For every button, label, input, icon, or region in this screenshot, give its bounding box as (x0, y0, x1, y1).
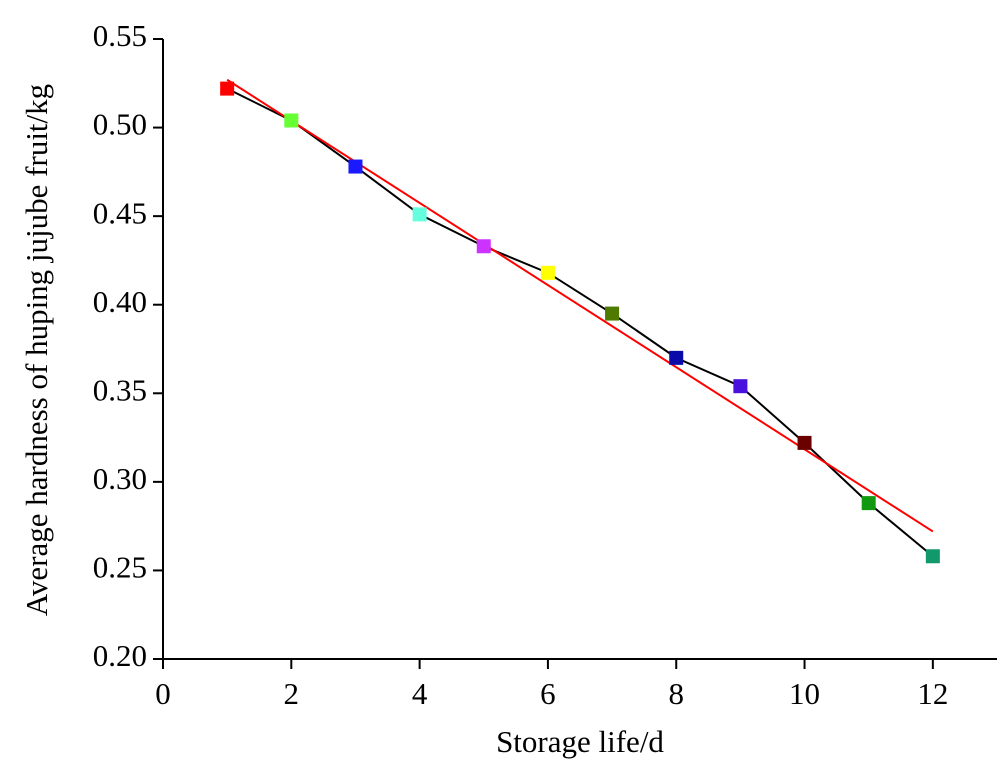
x-tick-label: 2 (284, 676, 300, 711)
x-axis-label: Storage life/d (496, 724, 664, 759)
x-tick-label: 6 (540, 676, 556, 711)
x-tick-label: 8 (668, 676, 684, 711)
y-tick-label: 0.50 (93, 107, 147, 142)
marker (220, 81, 235, 96)
x-tick-label: 10 (789, 676, 820, 711)
marker (540, 265, 555, 280)
marker (797, 435, 812, 450)
marker (476, 239, 491, 254)
y-tick-label: 0.45 (93, 195, 147, 230)
marker (284, 113, 299, 128)
marker (348, 159, 363, 174)
fit-line (226, 78, 934, 533)
x-tick-label: 12 (917, 676, 948, 711)
y-tick-label: 0.35 (93, 372, 147, 407)
marker (925, 549, 940, 564)
marker (669, 350, 684, 365)
y-tick-label: 0.40 (93, 284, 147, 319)
y-tick-label: 0.20 (93, 638, 147, 673)
y-tick-label: 0.30 (93, 461, 147, 496)
y-tick-label: 0.25 (93, 550, 147, 585)
marker (412, 207, 427, 222)
y-tick-label: 0.55 (93, 18, 147, 53)
y-axis-label: Average hardness of huping jujube fruit/… (19, 84, 54, 616)
x-tick-label: 4 (412, 676, 428, 711)
x-tick-label: 0 (155, 676, 171, 711)
marker (861, 496, 876, 511)
marker (605, 306, 620, 321)
marker (733, 379, 748, 394)
data-line (226, 87, 934, 558)
